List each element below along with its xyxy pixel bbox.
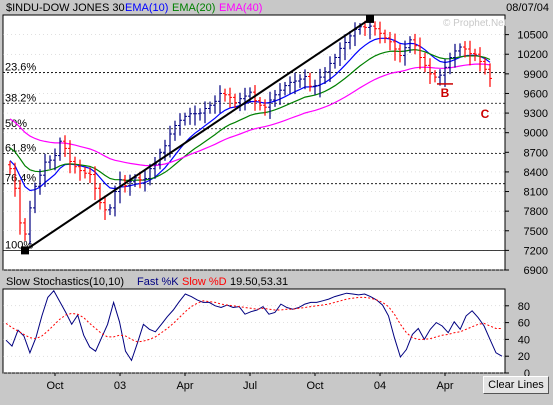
price-tick-label: 7800 (524, 206, 548, 218)
legend-slow-d: Slow %D (182, 276, 227, 288)
fib-level-label: 100% (5, 239, 33, 251)
time-tick-label: Apr (436, 380, 453, 392)
price-tick-label: 7500 (524, 226, 548, 238)
price-tick-label: 9600 (524, 88, 548, 100)
stochastics-tick-label: 60 (518, 318, 530, 330)
fib-level-label: 38.2% (5, 92, 36, 104)
time-axis: Oct 03 Apr Jul Oct 04 Apr (46, 373, 454, 392)
legend-ema20: EMA(20) (172, 2, 215, 14)
trendline-start-handle[interactable] (21, 246, 29, 255)
legend-ema40: EMA(40) (219, 2, 262, 14)
stochastics-title: Slow Stochastics(10,10) (6, 276, 124, 288)
price-tick-label: 9900 (524, 69, 548, 81)
stochastics-lines (5, 289, 503, 362)
stochastics-last-values: 19.50,53.31 (230, 276, 288, 288)
annotations: BC (437, 83, 490, 121)
legend-fast-k: Fast %K (137, 276, 179, 288)
stochastics-tick-label: 80 (518, 301, 530, 313)
price-tick-label: 8100 (524, 187, 548, 199)
watermark: © Prophet.Net (443, 18, 507, 29)
price-axis: 10500 10200 9900 9600 9300 9000 8700 8400 8100 78… (505, 30, 548, 277)
trendline-group (21, 14, 374, 255)
clear-lines-button[interactable]: Clear Lines (483, 376, 549, 394)
fib-level-label: 61.8% (5, 143, 36, 155)
time-tick-label: Jul (243, 380, 257, 392)
time-tick-label: Oct (306, 380, 323, 392)
time-tick-label: Oct (46, 380, 63, 392)
price-bars (8, 17, 492, 245)
slow-d-line (5, 296, 502, 343)
time-tick-label: 03 (114, 380, 126, 392)
stochastics-tick-label: 20 (518, 351, 530, 363)
trendline[interactable] (24, 18, 371, 252)
price-chart-title: $INDU-DOW JONES 30 (6, 2, 125, 14)
price-tick-label: 8700 (524, 147, 548, 159)
price-tick-label: 6900 (524, 265, 548, 277)
stochastics-panel: 80 60 40 20 0 Slow Stochastics(10,10) Fast %… (2, 276, 530, 380)
price-tick-label: 10200 (517, 49, 548, 61)
annotation-label: B (441, 86, 450, 100)
time-tick-label: 04 (374, 380, 386, 392)
fast-k-line (5, 289, 503, 362)
legend-ema10: EMA(10) (125, 2, 168, 14)
price-panel: 23.6%38.2%50%61.8%76.4%100% BC 105001020… (2, 2, 549, 277)
fib-level-label: 23.6% (5, 62, 36, 74)
annotation-label: C (481, 107, 490, 121)
price-tick-label: 9300 (524, 108, 548, 120)
price-tick-label: 7200 (524, 245, 548, 257)
trendline-end-handle[interactable] (366, 14, 374, 23)
stochastics-plot-area (2, 288, 506, 374)
price-tick-label: 8400 (524, 167, 548, 179)
chart-date: 08/07/04 (506, 2, 549, 14)
stochastics-axis: 80 60 40 20 0 (505, 301, 530, 380)
price-tick-label: 9000 (524, 128, 548, 140)
time-tick-label: Apr (176, 380, 193, 392)
stochastics-tick-label: 0 (524, 368, 530, 380)
ema40-line (9, 63, 491, 167)
price-tick-label: 10500 (517, 30, 548, 42)
stochastics-tick-label: 40 (518, 334, 530, 346)
